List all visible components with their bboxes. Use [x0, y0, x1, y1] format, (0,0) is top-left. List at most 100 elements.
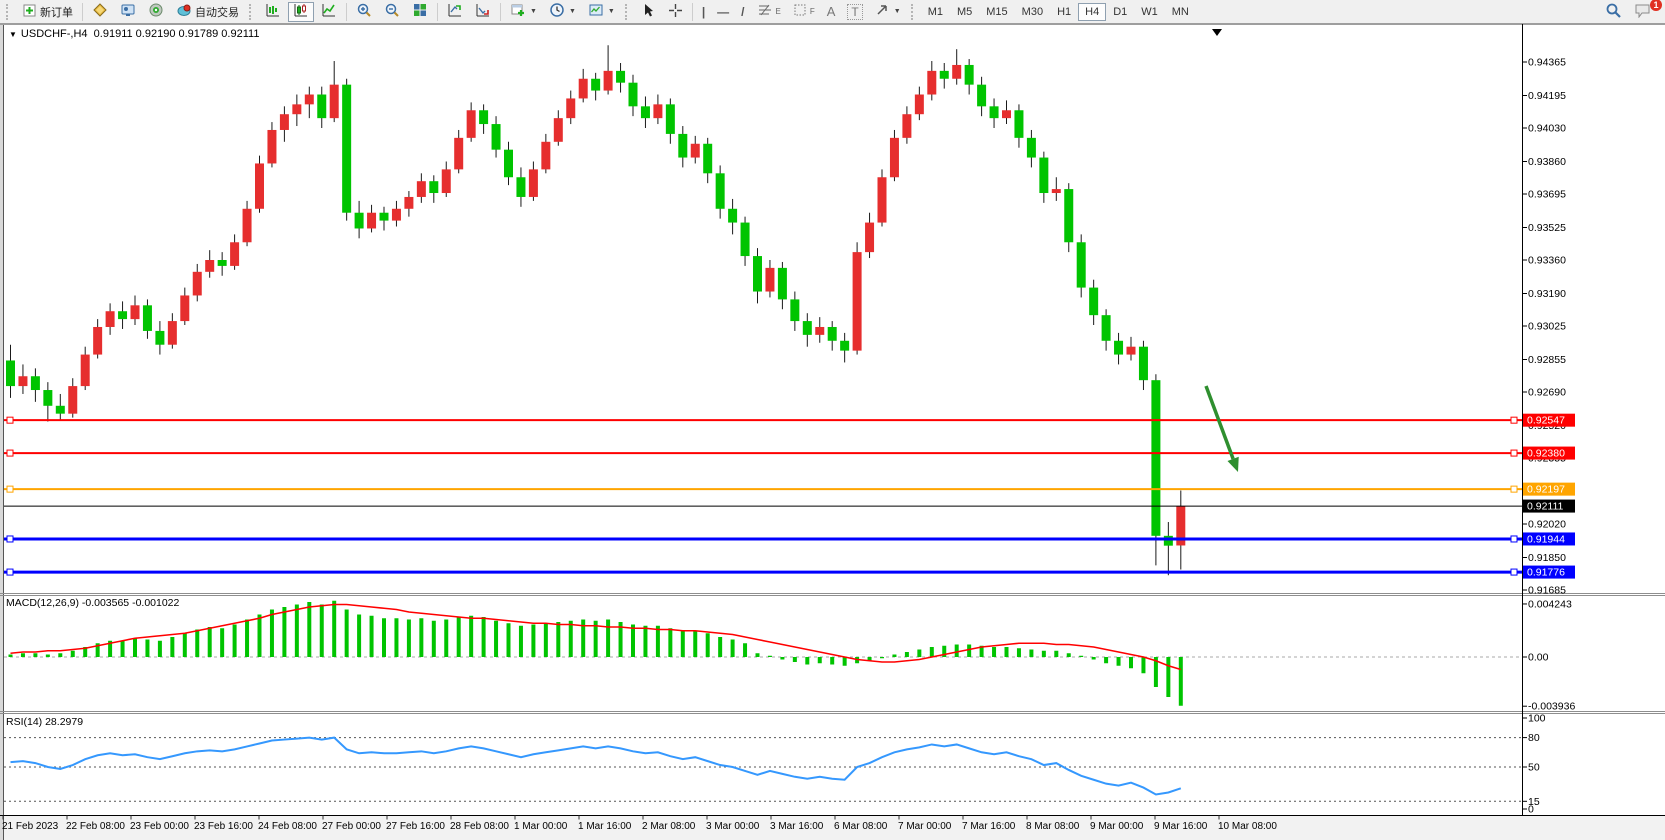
timeframe-m15-button[interactable]: M15: [979, 3, 1014, 21]
line-handle[interactable]: [6, 449, 14, 457]
arrows-tool-icon: [875, 3, 890, 20]
candle-body: [616, 70, 626, 83]
candlestick: [167, 313, 177, 349]
candlestick: [927, 61, 937, 101]
fibonacci-grid-tool-button[interactable]: F: [788, 2, 820, 22]
template-button[interactable]: ▼: [583, 2, 620, 22]
toolbar-grip[interactable]: [910, 3, 917, 20]
line-handle[interactable]: [6, 416, 14, 424]
navigator-button[interactable]: [143, 2, 169, 22]
trend-arrow[interactable]: [1204, 385, 1239, 472]
dropdown-caret-icon: ▼: [530, 8, 537, 15]
candle-body: [68, 386, 78, 414]
candle-body: [55, 405, 65, 414]
candle-body: [491, 124, 501, 150]
candle-body: [516, 177, 526, 197]
candlestick: [342, 78, 352, 221]
candlestick: [516, 167, 526, 207]
trendline-tool-button[interactable]: /: [736, 2, 749, 22]
macd-tick-label: 0.004243: [1528, 598, 1572, 610]
timeframe-h1-button[interactable]: H1: [1050, 3, 1078, 21]
macd-histogram-bar: [332, 600, 337, 657]
fibonacci-tool-button[interactable]: E: [752, 2, 786, 22]
market-watch-button[interactable]: [87, 2, 113, 22]
cursor-button[interactable]: [636, 2, 661, 22]
candlestick: [479, 104, 489, 134]
macd-histogram-bar: [1141, 657, 1146, 674]
macd-histogram-bar: [1153, 657, 1158, 687]
candle-body: [441, 169, 451, 194]
candlestick-chart-button[interactable]: [288, 1, 314, 22]
timeframe-d1-button[interactable]: D1: [1106, 3, 1134, 21]
line-handle[interactable]: [1510, 449, 1518, 457]
indicator-window-add-button[interactable]: [442, 2, 468, 22]
price-tag: [1523, 565, 1575, 579]
candlestick: [30, 368, 40, 402]
collapse-triangle-icon[interactable]: ▼: [9, 30, 17, 39]
line-handle[interactable]: [6, 485, 14, 493]
timeframe-m30-button[interactable]: M30: [1015, 3, 1050, 21]
bar-chart-button[interactable]: [260, 2, 286, 22]
line-handle[interactable]: [6, 568, 14, 576]
new-order-button[interactable]: 新订单: [17, 2, 78, 22]
candle-body: [1114, 340, 1124, 355]
autotrading-button[interactable]: 自动交易: [171, 2, 244, 22]
line-handle[interactable]: [1510, 485, 1518, 493]
timeframe-h4-button[interactable]: H4: [1078, 2, 1107, 21]
separator: [500, 2, 501, 21]
price-tag: [1523, 413, 1575, 427]
line-handle[interactable]: [6, 535, 14, 543]
line-handle[interactable]: [1510, 416, 1518, 424]
candlestick: [441, 161, 451, 197]
label-tool-button[interactable]: T: [842, 2, 867, 22]
candlestick: [279, 106, 289, 142]
candlestick: [1026, 129, 1036, 168]
crosshair-button[interactable]: [663, 2, 688, 22]
candle-body: [242, 208, 252, 243]
market-watch-icon: [92, 2, 108, 21]
candlestick: [939, 62, 949, 89]
tile-windows-button[interactable]: [407, 2, 433, 22]
period-button[interactable]: ▼: [544, 2, 581, 22]
new-chart-button[interactable]: ▼: [505, 2, 542, 22]
candle-body: [18, 376, 28, 387]
toolbar-grip[interactable]: [249, 3, 255, 20]
macd-histogram-bar: [556, 622, 561, 657]
line-handle[interactable]: [1510, 568, 1518, 576]
candlestick: [715, 165, 725, 219]
chat-button[interactable]: 1: [1629, 0, 1662, 22]
candle-body: [541, 141, 551, 170]
timeframe-m1-button[interactable]: M1: [921, 3, 950, 21]
data-window-button[interactable]: [115, 2, 141, 22]
time-axis[interactable]: 21 Feb 2023 22 Feb 08:00 23 Feb 00:00 23 Fe…: [2, 815, 1277, 833]
time-tick-label: 10 Mar 08:00: [1218, 821, 1277, 832]
macd-histogram-bar: [419, 618, 424, 657]
time-tick-label: 2 Mar 08:00: [642, 821, 696, 832]
timeframe-m5-button[interactable]: M5: [950, 3, 979, 21]
search-button[interactable]: [1600, 2, 1627, 22]
text-tool-button[interactable]: A: [822, 2, 841, 22]
chart-shift-marker[interactable]: [1212, 29, 1222, 36]
vertical-line-tool-button[interactable]: |: [697, 2, 710, 22]
horizontal-line-tool-button[interactable]: —: [712, 2, 734, 22]
macd-histogram-bar: [506, 623, 511, 657]
toolbar-grip[interactable]: [6, 3, 12, 20]
time-tick-label: 3 Mar 16:00: [770, 821, 824, 832]
macd-histogram-bar: [294, 604, 299, 657]
zoom-out-button[interactable]: [379, 2, 405, 22]
timeframe-w1-button[interactable]: W1: [1134, 3, 1165, 21]
line-handle[interactable]: [1510, 535, 1518, 543]
timeframe-mn-button[interactable]: MN: [1165, 3, 1196, 21]
arrows-tool-button[interactable]: ▼: [870, 2, 906, 22]
indicator-window-del-button[interactable]: [470, 2, 496, 22]
macd-histogram-bar: [70, 650, 75, 657]
candle-body: [753, 256, 762, 292]
toolbar-grip[interactable]: [624, 3, 631, 20]
candle-body: [130, 305, 140, 320]
line-chart-button[interactable]: [316, 2, 342, 22]
zoom-in-button[interactable]: [351, 2, 377, 22]
candle-body: [790, 299, 800, 322]
template-icon: [588, 2, 604, 21]
candle-body: [914, 94, 924, 115]
candle-body: [454, 137, 464, 170]
